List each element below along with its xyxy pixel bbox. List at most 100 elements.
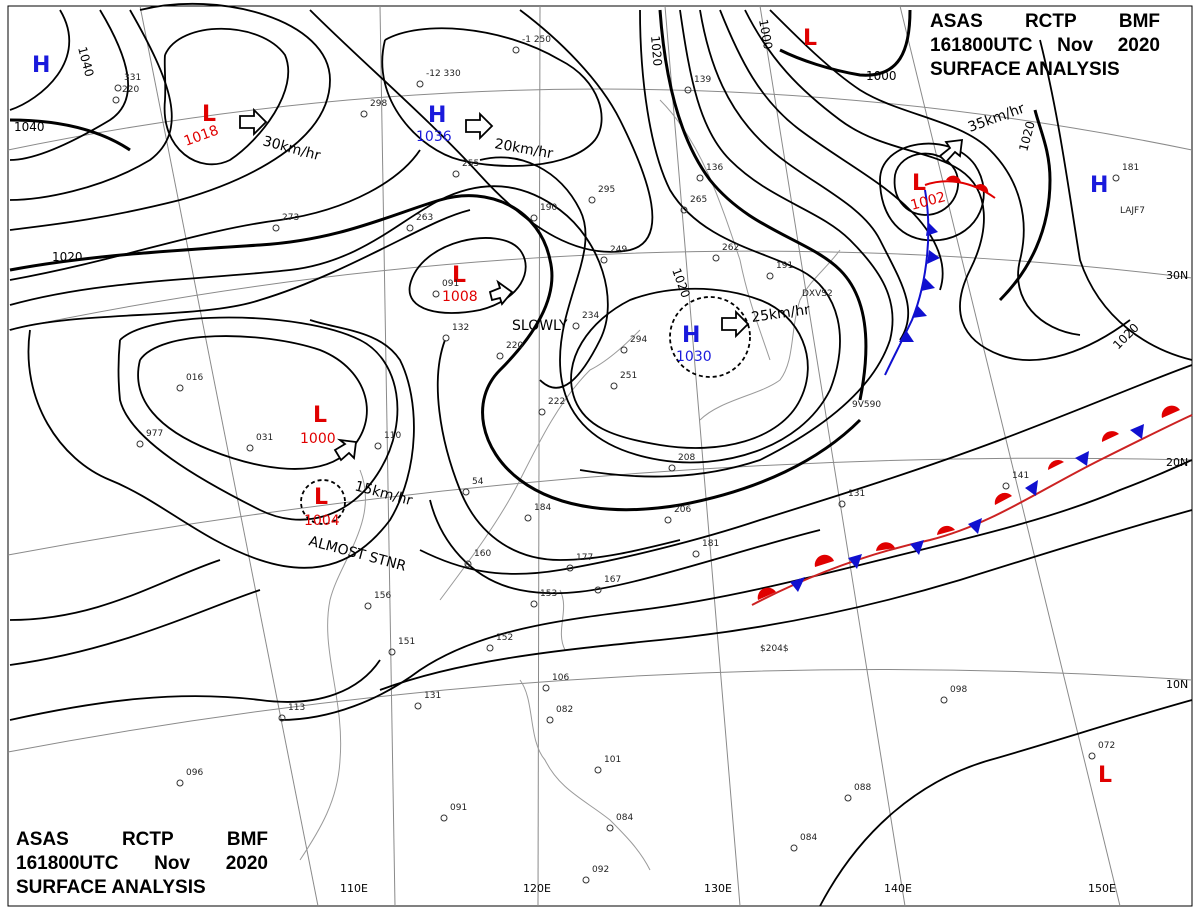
station-circle: [530, 600, 538, 608]
station-pressure: 088: [854, 783, 871, 793]
station-pressure: 153: [540, 589, 557, 599]
graticule: [7, 5, 1193, 907]
low-pressure-value: 1018: [182, 123, 221, 150]
latitude-label: 10N: [1166, 678, 1188, 691]
low-center-marker: L: [803, 26, 817, 51]
isobar-label: 1000: [866, 69, 897, 83]
station-circle: [374, 442, 382, 450]
station-pressure: 092: [592, 865, 609, 875]
station-circle: [112, 96, 120, 104]
station-pressure: 091: [450, 803, 467, 813]
station-circle: [278, 714, 286, 722]
agency-code: BMF: [226, 829, 268, 850]
station-circle: [176, 779, 184, 787]
station-circle: [546, 716, 554, 724]
station-pressure: 098: [950, 685, 967, 695]
longitude-label: 120E: [523, 882, 551, 895]
low-center-marker: L: [912, 171, 926, 196]
isobar-label: 1020: [1016, 120, 1037, 153]
latitude-label: 30N: [1166, 269, 1188, 282]
analysis-time: 161800UTC: [16, 853, 119, 874]
station-circle: [416, 80, 424, 88]
station-circle: [600, 256, 608, 264]
station-pressure: 110: [384, 431, 401, 441]
station-pressure: 141: [1012, 471, 1029, 481]
major-isobars: [9, 9, 1052, 512]
station-circle: [452, 170, 460, 178]
station-pressure: 331: [124, 73, 141, 83]
movement-speed-label: 20km/hr: [493, 136, 554, 162]
station-circle: [1002, 482, 1010, 490]
high-center-marker: H: [1090, 173, 1108, 198]
ship-id: LAJF7: [1120, 206, 1145, 216]
station-circle: [176, 384, 184, 392]
station-circle: [542, 684, 550, 692]
station-pressure: 156: [374, 591, 391, 601]
station-pressure: 016: [186, 373, 203, 383]
station-pressure: 132: [452, 323, 469, 333]
station-circle: [432, 290, 440, 298]
station-pressure: 263: [416, 213, 433, 223]
agency-code: ASAS: [930, 11, 983, 32]
station-circle: [620, 346, 628, 354]
low-pressure-value: 1008: [442, 289, 478, 305]
station-pressure: 167: [604, 575, 621, 585]
agency-code: ASAS: [16, 829, 69, 850]
high-center-marker: H: [682, 323, 700, 348]
station-circle: [364, 602, 372, 610]
dashed-high-circle: [669, 296, 751, 378]
station-pressure: 152: [496, 633, 513, 643]
latitude-label: 20N: [1166, 456, 1188, 469]
high-center-marker: H: [428, 103, 446, 128]
agency-code: RCTP: [1024, 11, 1077, 32]
station-circle: [530, 214, 538, 222]
isobar-label: 1040: [14, 120, 45, 134]
station-circle: [464, 560, 472, 568]
station-pressure: 262: [722, 243, 739, 253]
station-circle: [512, 46, 520, 54]
station-pressure: 298: [370, 99, 387, 109]
movement-speed-label: 15km/hr: [353, 478, 414, 509]
low-center-marker: L: [314, 485, 328, 510]
chart-title: SURFACE ANALYSIS: [16, 877, 206, 898]
station-pressure: 113: [288, 703, 305, 713]
isobar-label: 1020: [648, 35, 665, 67]
station-circle: [496, 352, 504, 360]
station-pressure: 294: [630, 335, 647, 345]
isobar-label: 1000: [756, 18, 775, 51]
low-pressure-value: 1004: [304, 513, 340, 529]
station-circle: [606, 824, 614, 832]
low-pressure-value: 1000: [300, 431, 336, 447]
station-pressure: 977: [146, 429, 163, 439]
ship-id: DXVS2: [802, 289, 833, 299]
warm-front-north: [924, 175, 996, 199]
station-pressure: 184: [534, 503, 551, 513]
station-circle: [594, 766, 602, 774]
ship-id: 9V590: [852, 400, 881, 410]
station-circle: [668, 464, 676, 472]
dashed-low-circle: [300, 479, 346, 525]
station-pressure: 106: [552, 673, 569, 683]
stationary-front: [751, 405, 1193, 606]
isobar-label: 1020: [52, 250, 83, 264]
movement-arrows: [239, 107, 964, 462]
station-circle: [440, 814, 448, 822]
station-circle: [712, 254, 720, 262]
low-center-marker: L: [1098, 763, 1112, 788]
station-circle: [692, 550, 700, 558]
station-circle: [680, 206, 688, 214]
station-circle: [406, 224, 414, 232]
station-pressure: 255: [462, 159, 479, 169]
station-pressure: 177: [576, 553, 593, 563]
longitude-label: 150E: [1088, 882, 1116, 895]
station-circle: [844, 794, 852, 802]
station-pressure: 206: [674, 505, 691, 515]
station-circle: [246, 444, 254, 452]
station-pressure: 249: [610, 245, 627, 255]
station-circle: [388, 648, 396, 656]
movement-speed-label: 25km/hr: [750, 302, 811, 326]
movement-speed-label: ALMOST STNR: [307, 533, 408, 574]
station-circle: [1088, 752, 1096, 760]
station-pressure: -12 330: [426, 69, 461, 79]
